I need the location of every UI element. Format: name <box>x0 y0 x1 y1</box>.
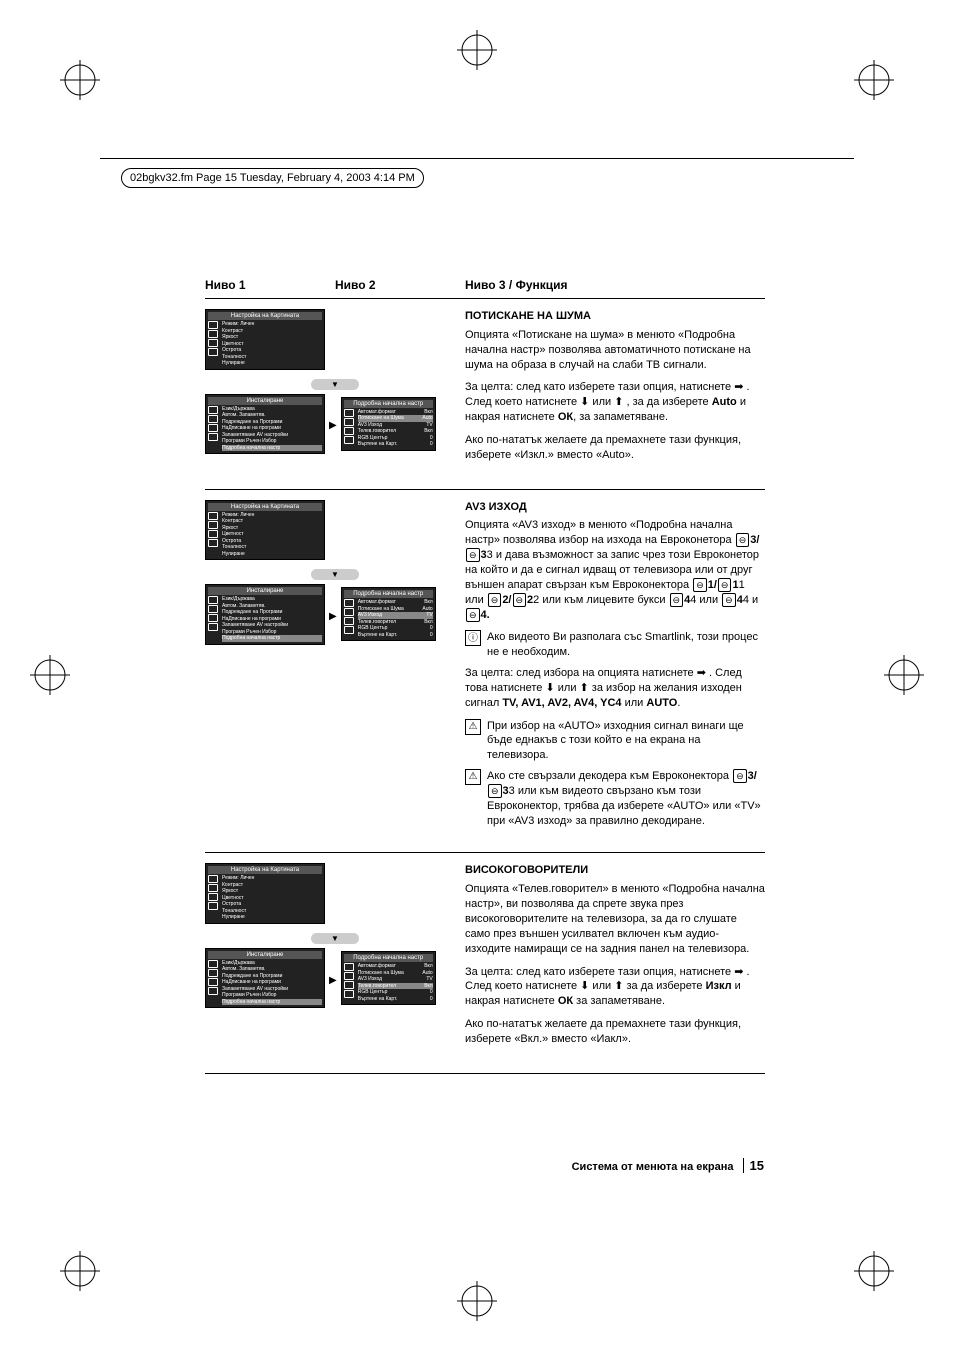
section-speakers: Настройка на Картината Режим: ЛиченКонтр… <box>205 863 765 1054</box>
page-header: 02bgkv32.fm Page 15 Tuesday, February 4,… <box>121 168 424 188</box>
crop-mark-bc <box>457 1281 497 1321</box>
footer-text: Система от менюта на екрана <box>572 1161 734 1173</box>
arrow-up-icon: ⬆ <box>580 682 589 694</box>
arrow-down-1: ▼ <box>205 374 465 392</box>
level-divider <box>205 298 765 299</box>
noise-p1: Опцията «Потискане на шума» в менюто «По… <box>465 328 765 373</box>
av3-warn1: ⚠ При избор на «AUTO» изходния сигнал ви… <box>465 719 765 764</box>
crop-mark-mr <box>884 655 924 695</box>
noise-p2: За целта: след като изберете тази опция,… <box>465 380 765 425</box>
menu-title: Подробна начална настр <box>344 590 433 598</box>
av3-title: AV3 ИЗХОД <box>465 500 765 515</box>
menu-picture-3: Настройка на Картината Режим: ЛиченКонтр… <box>205 863 325 924</box>
arrow-down-icon: ⬇ <box>580 980 589 992</box>
crop-mark-tr <box>854 60 894 100</box>
speakers-p3: Ако по-нататък желаете да премахнете таз… <box>465 1017 765 1047</box>
menu-title: Настройка на Картината <box>208 503 322 511</box>
crop-mark-ml <box>30 655 70 695</box>
arrow-right-icon: ▶ <box>329 975 337 986</box>
arrow-right-icon: ➡ <box>697 667 706 679</box>
level-2-label: Ниво 2 <box>335 278 465 292</box>
level-3-label: Ниво 3 / Функция <box>465 278 765 292</box>
scart-out-icon: ⊖ <box>693 578 707 592</box>
menu-title: Инсталиране <box>208 587 322 595</box>
crop-mark-bl <box>60 1251 100 1291</box>
av3-warn1-text: При избор на «AUTO» изходния сигнал вина… <box>487 719 765 764</box>
arrow-down-icon: ⬇ <box>545 682 554 694</box>
info-icon: ⓘ <box>465 630 481 646</box>
menu-install-3: Инсталиране Език/ДържаваАвтом. Запаметяв… <box>205 948 325 1009</box>
arrow-down-icon: ⬇ <box>580 396 589 408</box>
crop-mark-tc <box>457 30 497 70</box>
scart-in-icon: ⊖ <box>488 784 502 798</box>
section-av3: Настройка на Картината Режим: ЛиченКонтр… <box>205 500 765 835</box>
scart-in-icon: ⊖ <box>513 593 527 607</box>
rca-icon: ⊖ <box>466 608 480 622</box>
arrow-right-icon: ▶ <box>329 420 337 431</box>
rca-icon: ⊖ <box>670 593 684 607</box>
av3-info-text: Ако видеото Ви разполага със Smartlink, … <box>487 630 765 660</box>
speakers-p2: За целта: след като изберете тази опция,… <box>465 965 765 1010</box>
arrow-down-3: ▼ <box>205 928 465 946</box>
menu-picture-2: Настройка на Картината Режим: ЛиченКонтр… <box>205 500 325 561</box>
menu-detail-3: Подробна начална настр Автомат.форматВкл… <box>341 951 436 1005</box>
menu-title: Инсталиране <box>208 951 322 959</box>
menu-title: Подробна начална настр <box>344 954 433 962</box>
menu-install-2: Инсталиране Език/ДържаваАвтом. Запаметяв… <box>205 584 325 645</box>
section-divider <box>205 852 765 853</box>
noise-p3: Ако по-нататък желаете да премахнете таз… <box>465 433 765 463</box>
crop-mark-tl <box>60 60 100 100</box>
menu-picture-1: Настройка на Картината Режим: ЛиченКонтр… <box>205 309 325 370</box>
av3-p1: Опцията «AV3 изход» в менюто «Подробна н… <box>465 518 765 622</box>
menu-title: Настройка на Картината <box>208 312 322 320</box>
menu-detail-2: Подробна начална настр Автомат.форматВкл… <box>341 587 436 641</box>
menu-detail-1: Подробна начална настр Автомат.форматВкл… <box>341 397 436 451</box>
scart-out-icon: ⊖ <box>733 769 747 783</box>
av3-info: ⓘ Ако видеото Ви разполага със Smartlink… <box>465 630 765 660</box>
level-header-row: Ниво 1 Ниво 2 Ниво 3 / Функция <box>205 278 765 292</box>
speakers-title: ВИСОКОГОВОРИТЕЛИ <box>465 863 765 878</box>
warning-icon: ⚠ <box>465 719 481 735</box>
menu-title: Подробна начална настр <box>344 400 433 408</box>
section-noise: Настройка на Картината Режим: ЛиченКонтр… <box>205 309 765 471</box>
av3-warn2-text: Ако сте свързали декодера към Евроконект… <box>487 769 765 828</box>
rca-icon: ⊖ <box>722 593 736 607</box>
av3-p2: За целта: след избора на опцията натисне… <box>465 666 765 711</box>
warning-icon: ⚠ <box>465 769 481 785</box>
menu-title: Настройка на Картината <box>208 866 322 874</box>
av3-warn2: ⚠ Ако сте свързали декодера към Евроконе… <box>465 769 765 828</box>
section-divider <box>205 489 765 490</box>
menu-install-1: Инсталиране Език/ДържаваАвтом. Запаметяв… <box>205 394 325 455</box>
final-divider <box>205 1073 765 1074</box>
noise-title: ПОТИСКАНЕ НА ШУМА <box>465 309 765 324</box>
scart-out-icon: ⊖ <box>488 593 502 607</box>
arrow-right-icon: ▶ <box>329 611 337 622</box>
header-rule <box>100 158 854 159</box>
scart-in-icon: ⊖ <box>466 548 480 562</box>
speakers-p1: Опцията «Телев.говорител» в менюто «Подр… <box>465 882 765 956</box>
page-number: 15 <box>743 1158 764 1173</box>
page-footer: Система от менюта на екрана 15 <box>572 1158 764 1173</box>
crop-mark-br <box>854 1251 894 1291</box>
menu-title: Инсталиране <box>208 397 322 405</box>
arrow-down-2: ▼ <box>205 564 465 582</box>
scart-out-icon: ⊖ <box>736 533 750 547</box>
level-1-label: Ниво 1 <box>205 278 335 292</box>
scart-in-icon: ⊖ <box>718 578 732 592</box>
